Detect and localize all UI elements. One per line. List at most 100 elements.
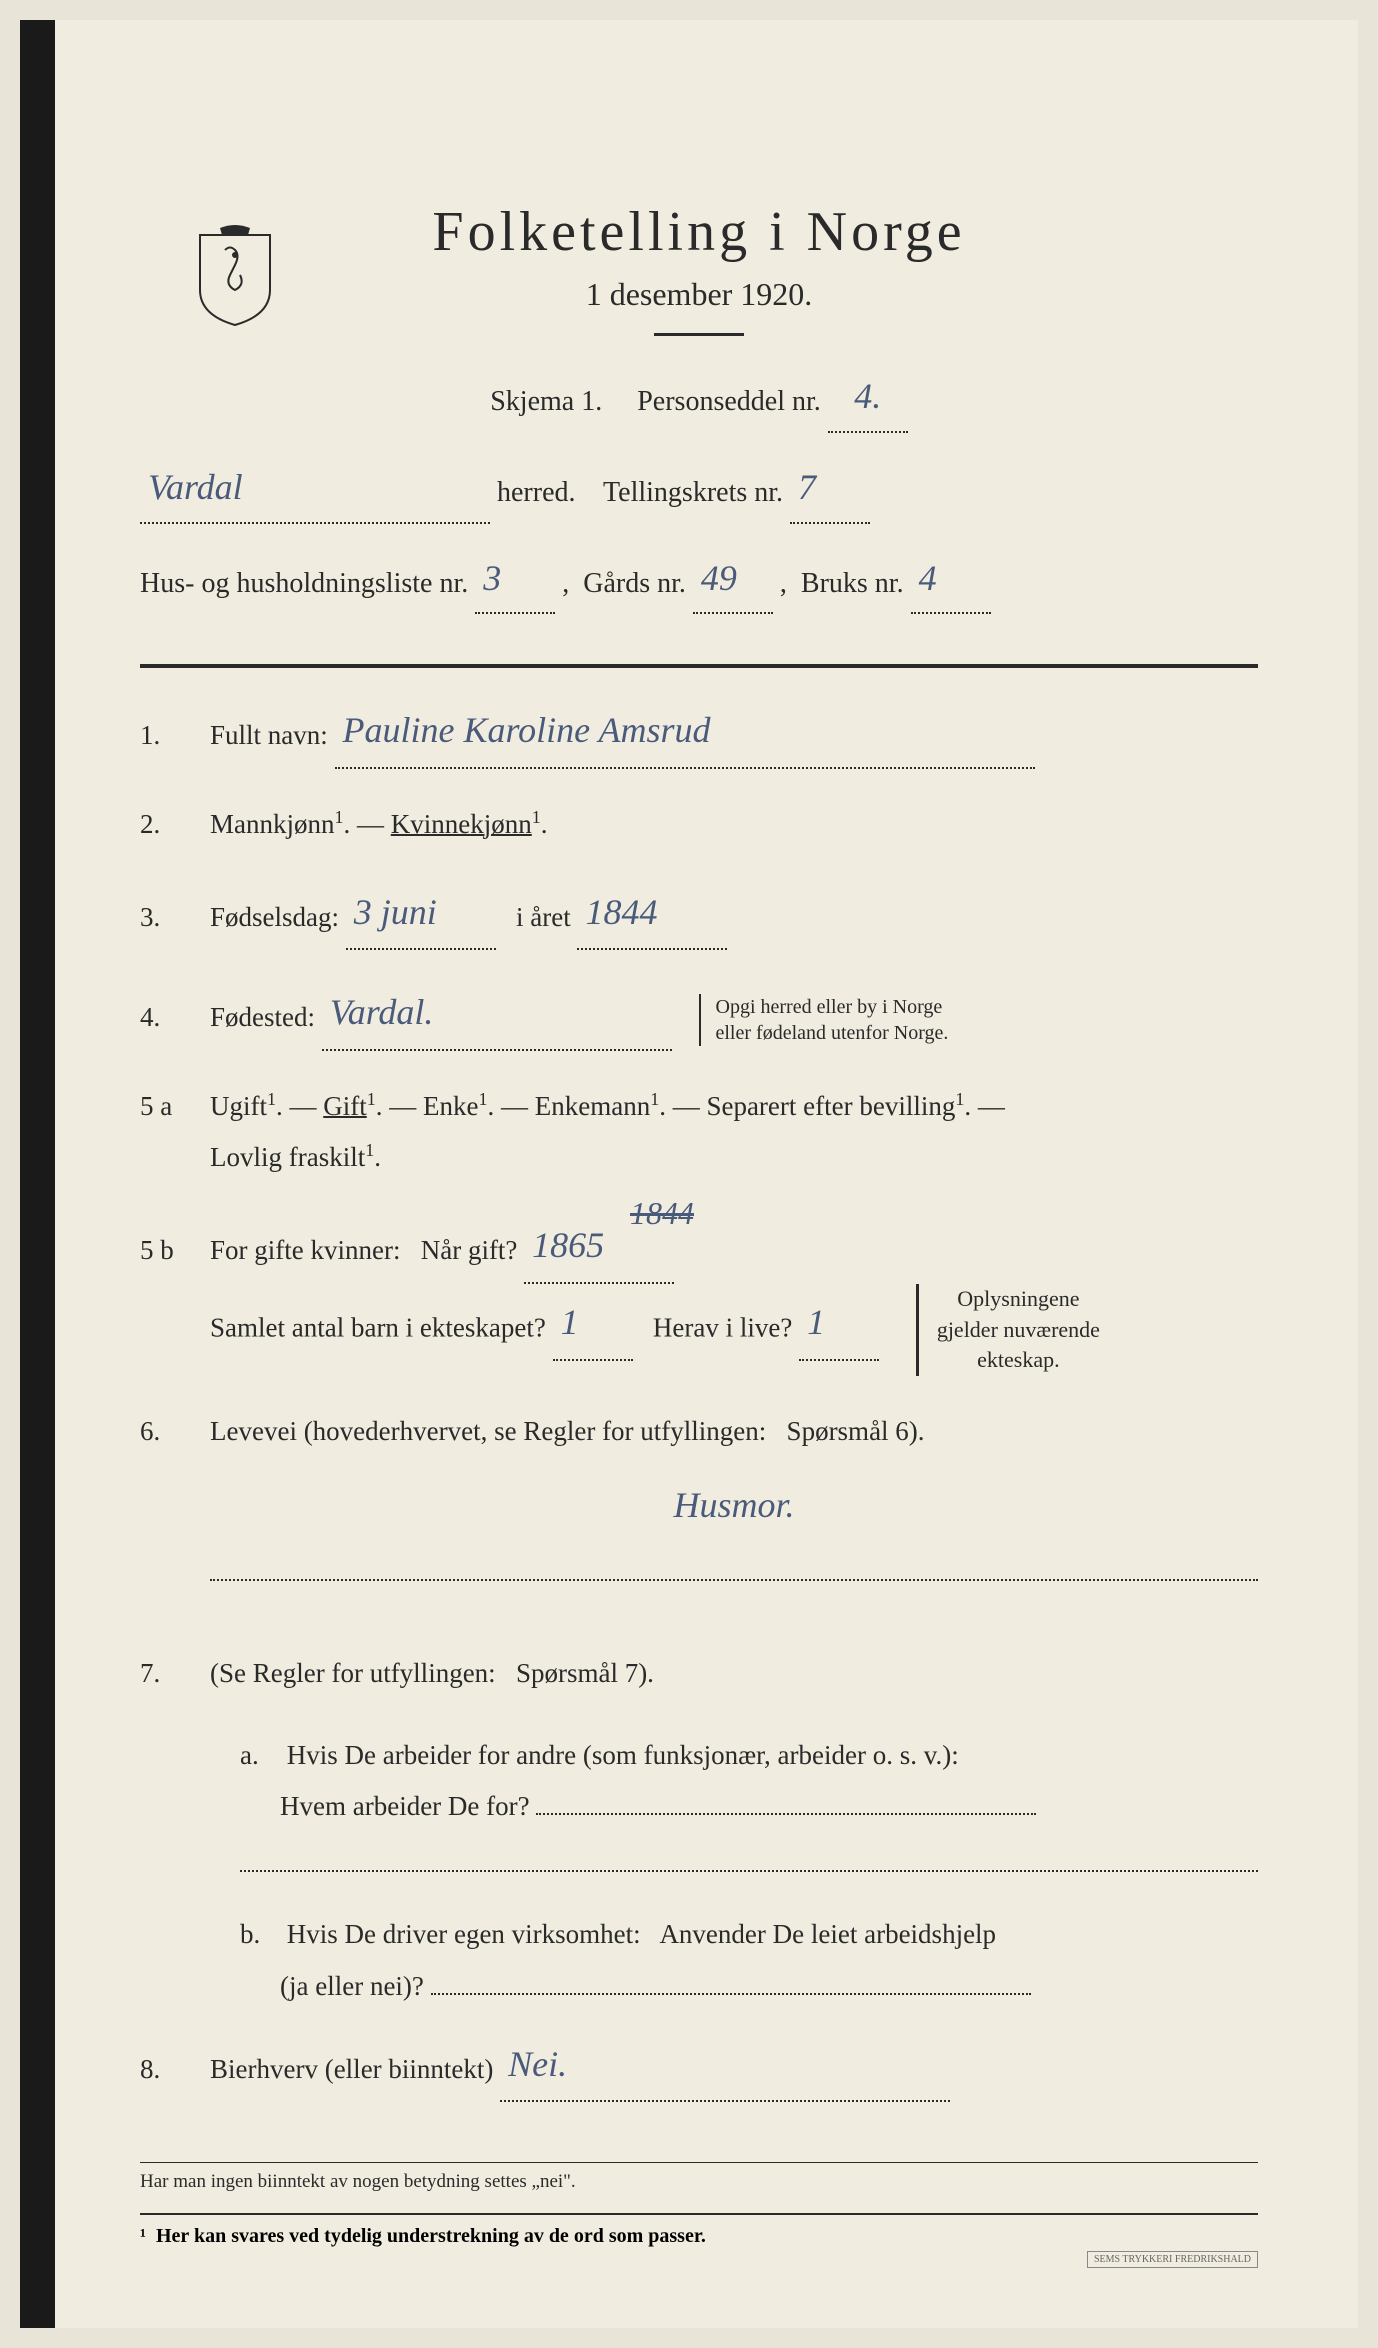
question-7a: a. Hvis De arbeider for andre (som funks… <box>140 1730 1258 1890</box>
hus-value: 3 <box>483 558 501 598</box>
hus-row: Hus- og husholdningsliste nr. 3 , Gårds … <box>140 548 1258 615</box>
q8-label: Bierhverv (eller biinntekt) <box>210 2054 493 2084</box>
q5a-fraskilt: Lovlig fraskilt <box>210 1142 365 1172</box>
q4-value: Vardal. <box>330 992 434 1032</box>
q5b-note2: gjelder nuværende <box>937 1317 1100 1342</box>
q5b-barn-value: 1 <box>561 1302 579 1342</box>
q3-day-field: 3 juni <box>346 880 496 950</box>
q4-note-line2: eller fødeland utenfor Norge. <box>716 1022 949 1044</box>
question-4: 4. Fødested: Vardal. Opgi herred eller b… <box>140 980 1258 1050</box>
q3-day-value: 3 juni <box>354 892 437 932</box>
q5b-nar-gift-field: 1865 <box>524 1213 674 1283</box>
q5a-separert: Separert efter bevilling <box>706 1091 955 1121</box>
form-header: Folketelling i Norge 1 desember 1920. Sk… <box>140 200 1258 614</box>
tellingskrets-label: Tellingskrets nr. <box>603 477 783 508</box>
q7a-letter: a. <box>240 1730 280 1781</box>
q1-label: Fullt navn: <box>210 720 328 750</box>
q4-num: 4. <box>140 992 210 1043</box>
q5b-nar-gift-value: 1865 <box>532 1225 604 1265</box>
footnote-2: ¹ Her kan svares ved tydelig understrekn… <box>140 2213 1258 2248</box>
skjema-row: Skjema 1. Personseddel nr. 4. <box>140 366 1258 433</box>
q5b-barn-label: Samlet antal barn i ekteskapet? <box>210 1312 546 1342</box>
binding-edge <box>20 20 55 2328</box>
q5b-note1: Oplysningene <box>957 1286 1079 1311</box>
gards-field: 49 <box>693 548 773 615</box>
q1-num: 1. <box>140 710 210 761</box>
q4-label: Fødested: <box>210 1002 315 1032</box>
q6-num: 6. <box>140 1406 210 1457</box>
q5a-gift: Gift <box>323 1091 367 1121</box>
hus-field: 3 <box>475 548 555 615</box>
bruks-value: 4 <box>919 558 937 598</box>
q7b-field <box>431 1993 1031 1995</box>
question-5a: 5 a Ugift1. — Gift1. — Enke1. — Enkemann… <box>140 1081 1258 1184</box>
q5b-herav-value: 1 <box>807 1302 825 1342</box>
main-title: Folketelling i Norge <box>140 200 1258 264</box>
footnote1-text: Har man ingen biinntekt av nogen betydni… <box>140 2171 576 2192</box>
q5b-label: For gifte kvinner: <box>210 1235 400 1265</box>
q3-year-value: 1844 <box>585 892 657 932</box>
header-divider <box>654 333 744 336</box>
printer-mark: SEMS TRYKKERI FREDRIKSHALD <box>1087 2251 1258 2268</box>
q8-num: 8. <box>140 2044 210 2095</box>
q5b-note3: ekteskap. <box>977 1347 1059 1372</box>
q5b-nar-gift-label: Når gift? <box>421 1235 518 1265</box>
q5b-herav-label: Herav i live? <box>653 1312 792 1342</box>
q7a-text: Hvis De arbeider for andre (som funksjon… <box>287 1740 959 1770</box>
q6-line <box>210 1551 1258 1581</box>
herred-row: Vardal herred. Tellingskrets nr. 7 <box>140 457 1258 524</box>
q5b-note: Oplysningene gjelder nuværende ekteskap. <box>916 1284 1100 1376</box>
q1-value: Pauline Karoline Amsrud <box>343 710 711 750</box>
question-6: 6. Levevei (hovederhvervet, se Regler fo… <box>140 1406 1258 1598</box>
footnote2-text: Her kan svares ved tydelig understreknin… <box>156 2225 706 2247</box>
bruks-label: Bruks nr. <box>801 568 904 599</box>
subtitle: 1 desember 1920. <box>140 276 1258 313</box>
q1-field: Pauline Karoline Amsrud <box>335 698 1035 768</box>
q2-num: 2. <box>140 799 210 850</box>
q2-kvinne: Kvinnekjønn <box>391 809 532 839</box>
question-3: 3. Fødselsdag: 3 juni i året 1844 <box>140 880 1258 950</box>
footnote2-prefix: ¹ <box>140 2225 146 2247</box>
tellingskrets-field: 7 <box>790 457 870 524</box>
skjema-label: Skjema 1. <box>490 386 602 417</box>
q7a-field <box>536 1813 1036 1815</box>
gards-value: 49 <box>701 558 737 598</box>
personseddel-field: 4. <box>828 366 908 433</box>
question-7: 7. (Se Regler for utfyllingen: Spørsmål … <box>140 1648 1258 1699</box>
q5a-enke: Enke <box>423 1091 478 1121</box>
q3-year-label: i året <box>516 902 571 932</box>
q3-label: Fødselsdag: <box>210 902 339 932</box>
q5a-enkemann: Enkemann <box>535 1091 650 1121</box>
question-1: 1. Fullt navn: Pauline Karoline Amsrud <box>140 698 1258 768</box>
q7-label: (Se Regler for utfyllingen: <box>210 1658 496 1688</box>
personseddel-value: 4. <box>854 376 881 416</box>
q6-answer: Husmor. <box>210 1473 1258 1541</box>
footnote-1: Har man ingen biinntekt av nogen betydni… <box>140 2162 1258 2193</box>
q5b-num: 5 b <box>140 1225 210 1276</box>
bruks-field: 4 <box>911 548 991 615</box>
q2-mann: Mannkjønn <box>210 809 335 839</box>
q7b-text3: (ja eller nei)? <box>240 1971 424 2001</box>
herred-field: Vardal <box>140 457 490 524</box>
q5b-herav-field: 1 <box>799 1290 879 1360</box>
q7b-text2: Anvender De leiet arbeidshjelp <box>659 1919 996 1949</box>
question-8: 8. Bierhverv (eller biinntekt) Nei. <box>140 2032 1258 2102</box>
q7a-line <box>240 1842 1258 1872</box>
q8-field: Nei. <box>500 2032 950 2102</box>
q8-value: Nei. <box>508 2044 567 2084</box>
q5a-num: 5 a <box>140 1081 210 1132</box>
q5a-ugift: Ugift <box>210 1091 267 1121</box>
main-divider <box>140 664 1258 668</box>
personseddel-label: Personseddel nr. <box>637 386 821 417</box>
herred-label: herred. <box>497 477 576 508</box>
q3-year-field: 1844 <box>577 880 727 950</box>
gards-label: Gårds nr. <box>583 568 686 599</box>
q4-field: Vardal. <box>322 980 672 1050</box>
coat-of-arms-icon <box>190 220 280 330</box>
q5b-barn-field: 1 <box>553 1290 633 1360</box>
question-7b: b. Hvis De driver egen virksomhet: Anven… <box>140 1909 1258 2012</box>
q3-num: 3. <box>140 892 210 943</box>
tellingskrets-value: 7 <box>798 467 816 507</box>
q7a-text2: Hvem arbeider De for? <box>240 1791 530 1821</box>
q7-label2: Spørsmål 7). <box>516 1658 654 1688</box>
